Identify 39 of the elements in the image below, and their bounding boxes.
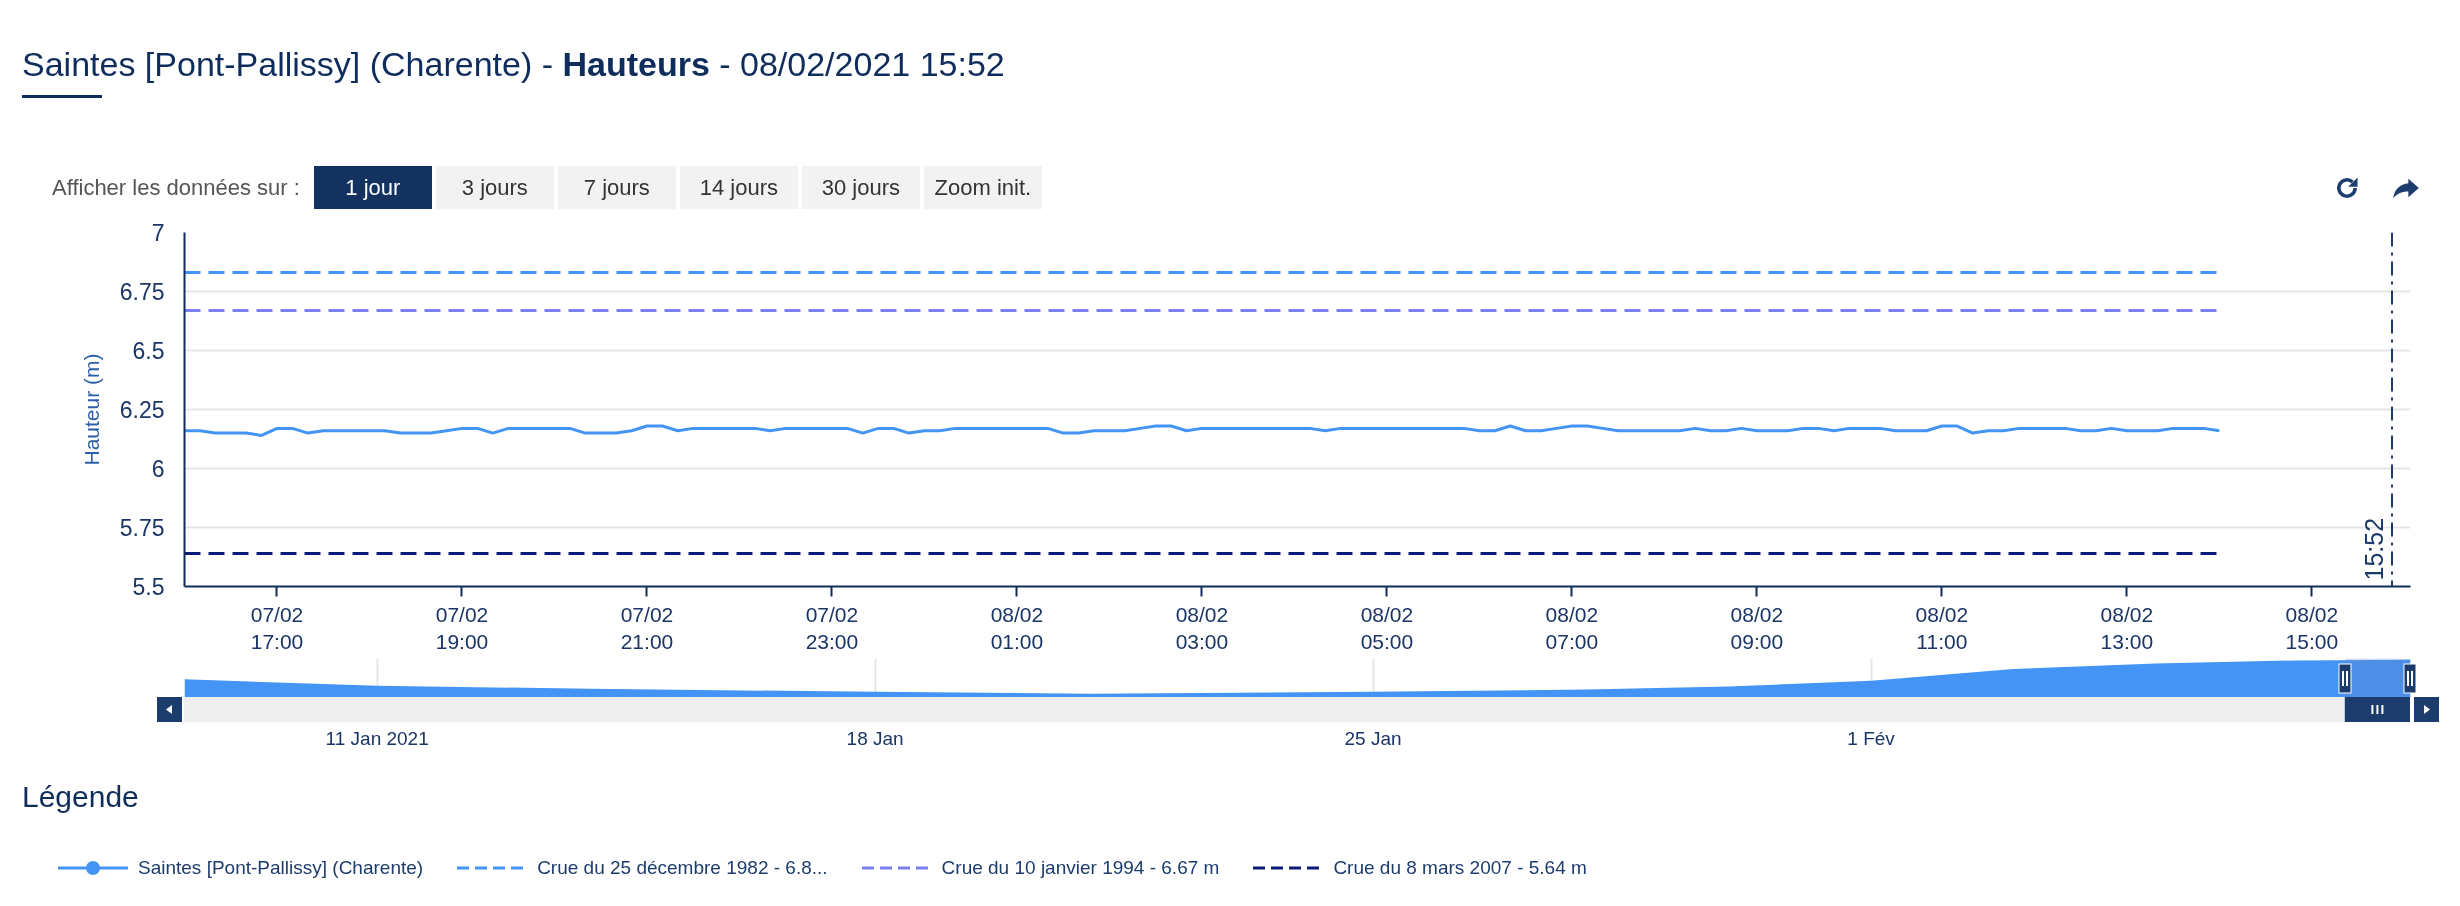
y-tick-label: 5.5 [132, 574, 165, 600]
x-tick-label: 07/02 21:00 [620, 602, 674, 654]
text: 30 jours [801, 166, 920, 209]
x-tick-label: 08/02 07:00 [1545, 602, 1599, 654]
x-tick-label: 25 Jan [1344, 727, 1402, 749]
x-tick-label: 08/02 13:00 [2100, 602, 2154, 654]
text: 1 jour [313, 166, 432, 209]
y-tick-label: 6.25 [119, 397, 165, 423]
legend-label: Crue du 10 janvier 1994 - 6.67 m [941, 856, 1220, 880]
x-tick-label: 11 Jan 2021 [325, 727, 429, 749]
y-tick-label: 6.5 [132, 338, 165, 364]
text: 3 jours [435, 166, 554, 209]
text: 7 jours [557, 166, 676, 209]
text: Zoom init. [923, 166, 1042, 209]
legend-label: Crue du 8 mars 2007 - 5.64 m [1333, 856, 1587, 880]
ref-line-label: 15:52 [2360, 517, 2388, 581]
y-axis-title: Hauteur (m) [79, 353, 103, 466]
x-tick-label: 08/02 01:00 [990, 602, 1044, 654]
y-tick-label: 5.75 [119, 515, 165, 541]
x-tick-label: 07/02 19:00 [435, 602, 489, 654]
x-tick-label: 08/02 03:00 [1175, 602, 1229, 654]
line-series [184, 424, 2221, 437]
y-tick-label: 6 [151, 456, 165, 482]
text: 14 jours [679, 166, 798, 209]
x-tick-label: 08/02 11:00 [1915, 602, 1969, 654]
x-tick-label: 07/02 17:00 [250, 602, 304, 654]
x-tick-label: 08/02 15:00 [2285, 602, 2339, 654]
legend-label: Saintes [Pont-Pallissy] (Charente) [138, 856, 424, 880]
legend-title: Légende [22, 779, 139, 815]
y-tick-label: 6.75 [119, 279, 165, 305]
x-tick-label: 1 Fév [1847, 727, 1896, 749]
x-tick-label: 07/02 23:00 [805, 602, 859, 654]
text: Afficher les données sur : [52, 173, 300, 202]
chart-title: Saintes [Pont-Pallissy] (Charente) - Hauteurs - 08/02/2021 15:52 [22, 44, 1005, 84]
x-tick-label: 18 Jan [846, 727, 904, 749]
legend-label: Crue du 25 décembre 1982 - 6.8... [537, 856, 828, 880]
x-tick-label: 08/02 05:00 [1360, 602, 1414, 654]
y-tick-label: 7 [151, 220, 165, 246]
x-tick-label: 08/02 09:00 [1730, 602, 1784, 654]
